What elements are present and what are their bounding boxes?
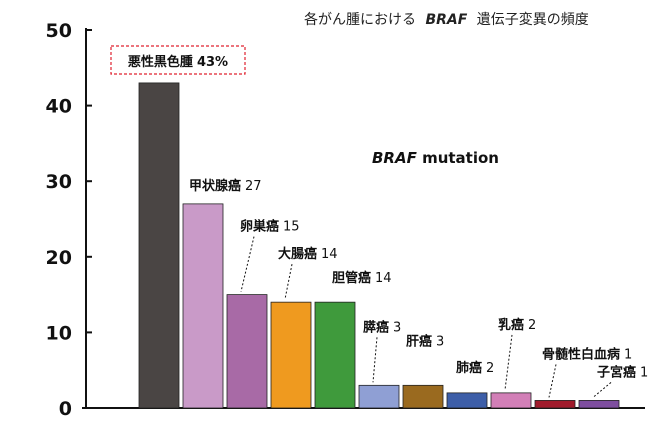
bar-value: 43% [197,55,228,70]
bar-label: 子宮癌 1 [592,364,648,398]
bar [446,392,488,409]
bar [402,384,444,409]
bar-name: 悪性黒色腫 [128,54,193,70]
bar-label: 大腸癌 14 [278,246,338,300]
bar-label-text: 胆管癌 14 [332,270,392,286]
bar-label: 胆管癌 14 [332,270,392,286]
leader-line [504,334,513,390]
bar-name: 肺癌 [456,360,482,376]
bar-label-text: 大腸癌 14 [278,246,338,262]
bar-value: 14 [321,247,338,262]
bar-value: 3 [436,334,444,349]
bar-name: 乳癌 [498,317,524,333]
bar-name: 子宮癌 [597,364,636,380]
bar-label-text: 膵癌 3 [363,319,401,335]
highlight-box [110,45,246,75]
bar-value: 14 [375,271,392,286]
y-tick-label: 40 [46,96,72,118]
bar-value: 1 [624,347,632,362]
bar [270,301,312,409]
bar [578,400,620,409]
bar-label-text: 甲状腺癌 27 [189,178,262,194]
chart-inner-title: BRAF mutation [372,149,499,167]
chart-title-suffix: 遺伝子変異の頻度 [477,11,589,28]
bar-name: 肝癌 [406,333,432,349]
bar-name: 膵癌 [363,319,389,335]
bar-value: 2 [486,361,494,376]
bar-label: 肝癌 3 [406,333,444,349]
leader-line [284,264,293,300]
chart-inner-title-suffix: mutation [422,149,499,167]
bar-label-text: 乳癌 2 [498,317,536,333]
bar [182,203,224,409]
highlight-text: 悪性黒色腫 43% [128,54,228,70]
bar [314,301,356,409]
bar-label: 甲状腺癌 27 [189,178,262,194]
bar-value: 1 [640,365,648,380]
bar-label: 肺癌 2 [456,360,494,376]
highlight-label: 悪性黒色腫 43% [110,45,246,75]
bar-name: 甲状腺癌 [189,178,241,194]
leader-line [548,364,557,398]
y-tick-label: 30 [46,171,72,193]
y-tick-label: 0 [59,398,72,420]
chart-inner-title-gene: BRAF [372,149,418,167]
bar-label-text: 肝癌 3 [406,333,444,349]
bar-label: 膵癌 3 [363,319,401,383]
bar-label: 卵巣癌 15 [240,219,300,292]
bar-name: 胆管癌 [332,270,371,286]
bar [358,384,400,409]
bar-value: 15 [283,220,300,235]
bar [226,294,268,409]
bars [138,82,620,409]
bar-label-text: 肺癌 2 [456,360,494,376]
chart-title-gene: BRAF [425,12,467,28]
bar-label-text: 子宮癌 1 [597,364,648,380]
chart-title-prefix: 各がん腫における [304,12,416,28]
bar [138,82,180,409]
leader-line [372,337,378,383]
y-tick-label: 50 [46,20,72,42]
bar-value: 2 [528,318,536,333]
bar-name: 骨髄性白血病 [542,346,620,362]
y-tick-label: 20 [46,247,72,269]
bar [490,392,532,409]
bar-name: 大腸癌 [278,246,317,262]
bar-label: 乳癌 2 [498,317,536,390]
leader-line [592,382,612,398]
chart-title: 各がん腫における BRAF 遺伝子変異の頻度 [304,11,589,28]
y-tick-label: 10 [46,322,72,344]
bar-label-text: 骨髄性白血病 1 [542,346,632,362]
bar-label: 骨髄性白血病 1 [542,346,632,398]
bar-value: 27 [245,179,262,194]
leader-line [240,236,255,292]
bar-value: 3 [393,320,401,335]
bar-name: 卵巣癌 [240,219,279,235]
bar [534,400,576,409]
bar-label-text: 卵巣癌 15 [240,219,300,235]
